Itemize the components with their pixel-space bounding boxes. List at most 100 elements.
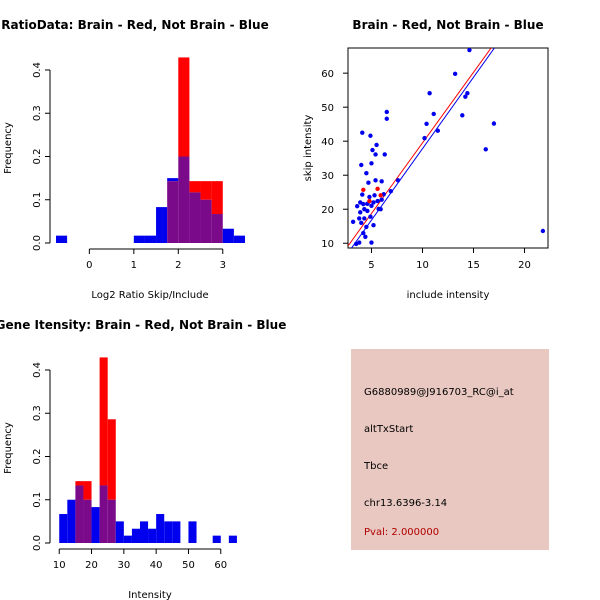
y-tick-label: 0.2 [32,149,43,165]
scatter-point-blue [384,116,389,121]
scatter-point-blue [367,194,372,200]
histogram-bar-overlap [178,156,190,243]
probe-id: G6880989@J916703_RC@i_at [364,387,514,398]
event-type: altTxStart [364,424,414,435]
gene-histogram-bars [59,357,237,543]
scatter-point-blue [435,128,440,133]
scatter-point-blue [359,162,364,168]
histogram-bar [115,521,124,543]
gene-histogram-x-ticks: 10 20 30 40 50 60 [53,549,227,571]
scatter-point-blue [354,203,360,209]
histogram-bar-overlap [167,181,179,243]
y-tick-label: 0.4 [32,62,43,78]
y-tick-label: 0.1 [32,492,43,508]
histogram-bar [172,521,181,543]
scatter-point-blue [379,179,384,184]
ratio-histogram-x-label: Log2 Ratio Skip/Include [91,290,208,301]
y-tick-label: 0.4 [32,362,43,378]
ratio-histogram-x-ticks: 0 1 2 3 [86,249,226,271]
y-tick-label: 60 [321,69,334,80]
histogram-bar [133,235,145,243]
histogram-bar [164,521,173,543]
histogram-bar-overlap [189,192,201,243]
y-tick-label: 0.0 [32,235,43,251]
scatter-point-blue [360,130,365,135]
x-tick-label: 20 [518,260,531,271]
scatter-point-red [367,198,372,204]
scatter-point-blue [361,230,366,236]
scatter-point-blue [378,207,383,212]
scatter-point-blue [465,91,470,96]
histogram-bar-overlap [107,499,116,543]
scatter-point-blue [363,234,368,239]
scatter-point-blue [368,133,373,138]
histogram-bar [91,507,100,543]
gene-histogram-x-label: Intensity [128,590,172,600]
gene-intensity-histogram: Gene Itensity: Brain - Red, Not Brain - … [0,318,286,600]
histogram-bar [212,535,221,543]
x-tick-label: 0 [86,260,92,271]
y-tick-label: 0.1 [32,192,43,208]
x-tick-label: 50 [182,560,195,571]
x-tick-label: 20 [85,560,98,571]
scatter-point-blue [375,198,380,204]
x-tick-label: 3 [220,260,226,271]
probe-info-panel: G6880989@J916703_RC@i_at altTxStart Tbce… [351,349,549,550]
histogram-bar-overlap [211,214,223,243]
scatter-point-blue [373,178,378,183]
histogram-bar [99,357,108,486]
scatter-plot-box [347,47,549,249]
y-tick-label: 10 [321,239,334,250]
scatter-title: Brain - Red, Not Brain - Blue [352,18,543,32]
histogram-bar [59,514,68,543]
scatter-y-label: skip intensity [303,115,314,182]
gene-histogram-title: Gene Itensity: Brain - Red, Not Brain - … [0,318,286,332]
p-value: Pval: 2.000000 [364,527,440,538]
histogram-bar [144,235,157,243]
histogram-bar [189,181,201,193]
y-tick-label: 30 [321,171,334,182]
scatter-y-ticks: 10 20 30 40 50 60 [321,69,348,250]
histogram-bar [233,235,245,243]
genomic-location: chr13.6396-3.14 [364,498,448,509]
y-tick-label: 0.0 [32,535,43,551]
scatter-x-label: include intensity [407,290,490,301]
scatter-x-ticks: 5 10 15 20 [368,248,531,271]
histogram-bar [131,528,140,543]
histogram-bar-overlap [99,485,108,543]
y-tick-label: 0.3 [32,105,43,121]
scatter-point-blue [366,180,371,185]
scatter-point-blue [370,147,375,153]
x-tick-label: 10 [53,560,66,571]
scatter-point-blue [360,192,365,197]
scatter-fit-lines [348,48,496,248]
y-tick-label: 0.2 [32,449,43,465]
histogram-bar-overlap [83,499,92,543]
histogram-bar [167,178,179,182]
x-tick-label: 10 [416,260,429,271]
histogram-bar [56,235,68,243]
ratio-histogram-bars [56,57,245,243]
histogram-bar [200,181,212,200]
scatter-point-blue [359,220,364,226]
x-tick-label: 2 [175,260,181,271]
gene-histogram-y-ticks: 0.0 0.1 0.2 0.3 0.4 [32,362,50,551]
scatter-point-blue [362,216,367,221]
scatter-point-blue [540,228,546,234]
scatter-point-blue [358,210,363,215]
scatter-point-blue [365,208,370,214]
scatter-point-blue [452,71,458,77]
histogram-bar-overlap [75,485,84,543]
scatter-point-blue [422,135,427,141]
x-tick-label: 15 [467,260,480,271]
histogram-bar-overlap [200,199,212,243]
scatter-point-blue [372,193,377,198]
histogram-bar [75,481,84,486]
histogram-bar [123,535,132,543]
scatter-point-blue [368,214,373,219]
histogram-bar [83,481,92,500]
scatter-point-blue [491,121,497,126]
y-tick-label: 20 [321,205,334,216]
ratio-histogram-title: RatioData: Brain - Red, Not Brain - Blue [1,18,268,32]
